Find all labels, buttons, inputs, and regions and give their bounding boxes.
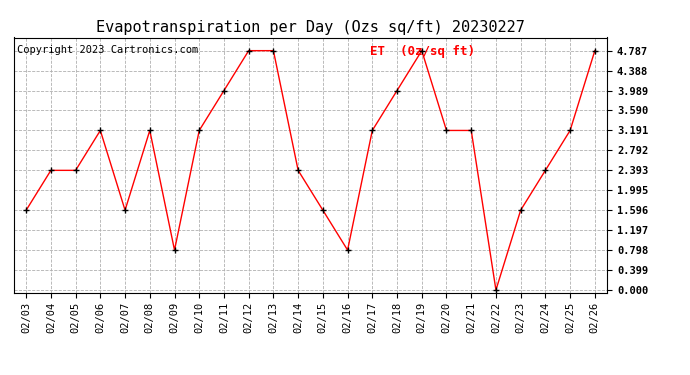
Title: Evapotranspiration per Day (Ozs sq/ft) 20230227: Evapotranspiration per Day (Ozs sq/ft) 2… — [96, 20, 525, 35]
Text: Copyright 2023 Cartronics.com: Copyright 2023 Cartronics.com — [17, 45, 198, 55]
Text: ET  (0z/sq ft): ET (0z/sq ft) — [370, 45, 475, 58]
